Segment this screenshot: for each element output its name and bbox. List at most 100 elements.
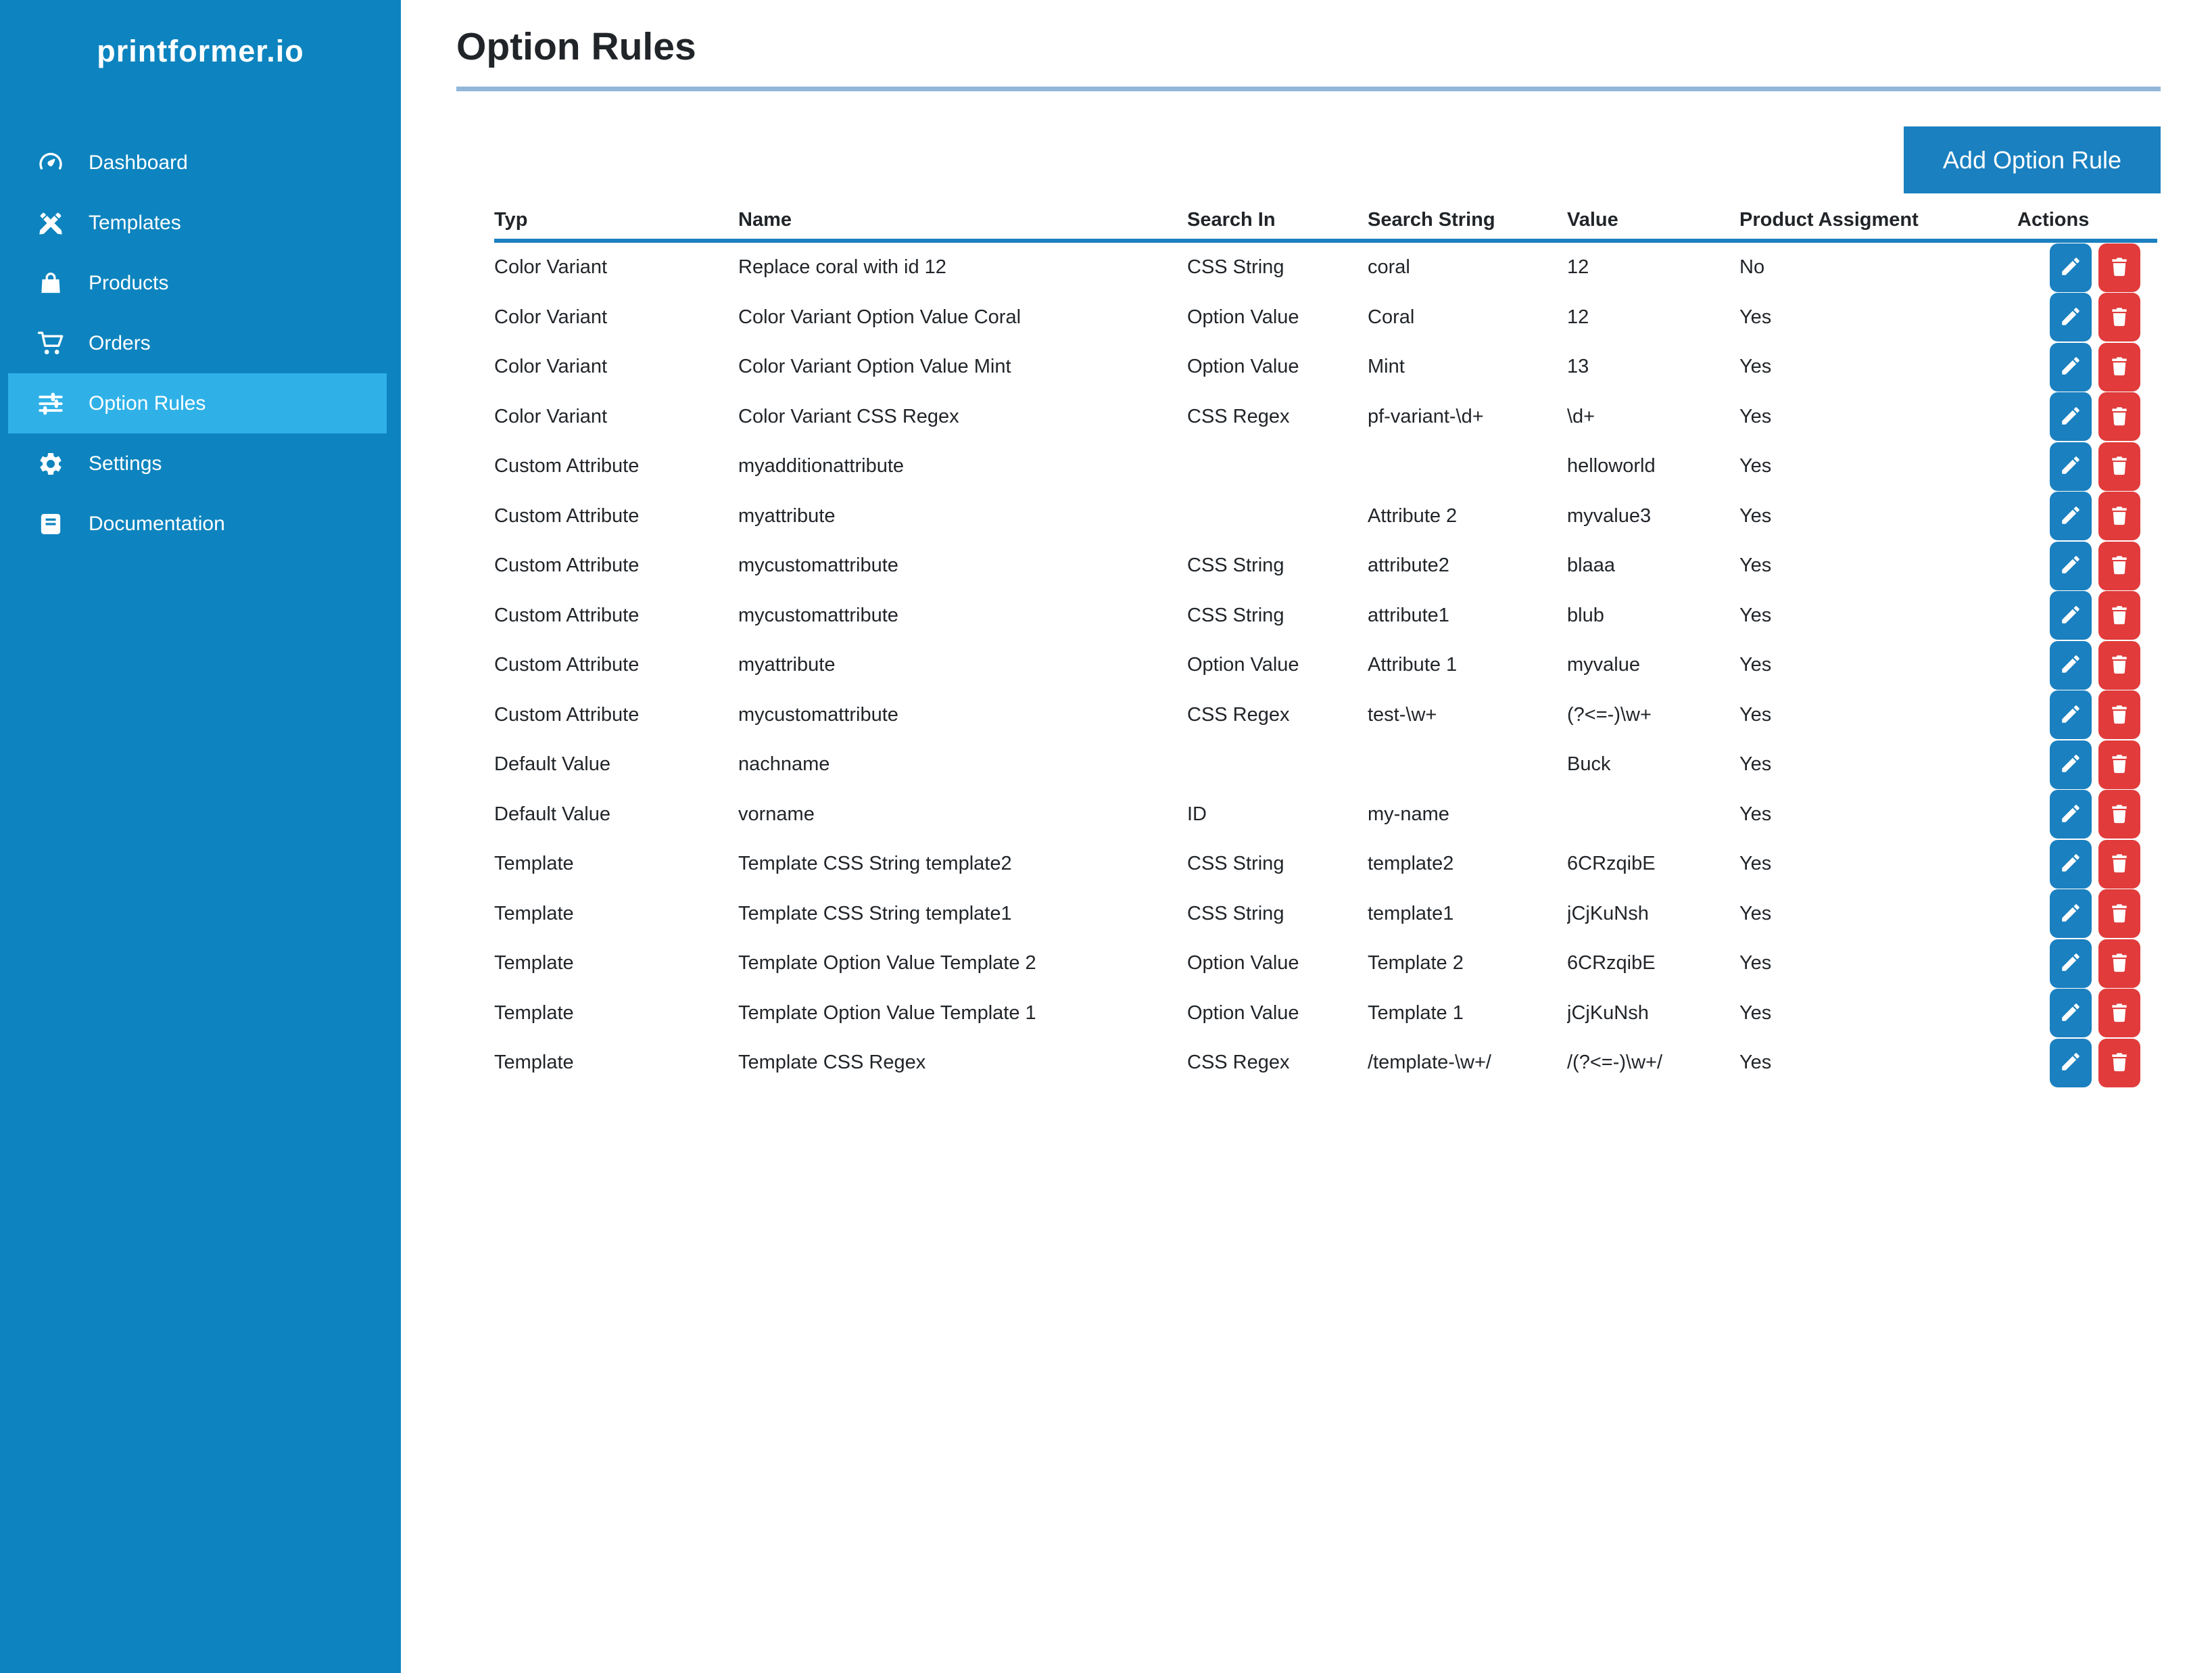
cell-actions <box>2017 1038 2157 1088</box>
row-actions <box>2017 243 2157 292</box>
trash-icon <box>2108 305 2131 330</box>
edit-button[interactable] <box>2050 640 2092 690</box>
table-header-row: Typ Name Search In Search String Value Produc… <box>494 201 2157 243</box>
cell-actions <box>2017 541 2157 591</box>
row-actions <box>2017 392 2157 442</box>
cell-search-in: CSS String <box>1187 256 1284 279</box>
cell-value: 6CRzqibE <box>1567 853 1656 875</box>
delete-button[interactable] <box>2098 740 2140 789</box>
delete-button[interactable] <box>2098 690 2140 740</box>
cell-typ: Custom Attribute <box>494 654 640 676</box>
edit-button[interactable] <box>2050 293 2092 342</box>
edit-button[interactable] <box>2050 342 2092 392</box>
cell-product-assignment: Yes <box>1739 753 1772 776</box>
cell-search-in: Option Value <box>1187 952 1299 974</box>
edit-button[interactable] <box>2050 243 2092 292</box>
cell-value: 13 <box>1567 356 1589 378</box>
edit-button[interactable] <box>2050 740 2092 789</box>
cell-name: Template CSS String template2 <box>738 853 1012 875</box>
edit-button[interactable] <box>2050 690 2092 740</box>
sidebar-item-documentation[interactable]: Documentation <box>8 494 387 554</box>
delete-button[interactable] <box>2098 492 2140 541</box>
cell-name: mycustomattribute <box>738 703 898 726</box>
delete-button[interactable] <box>2098 243 2140 292</box>
cell-actions <box>2017 690 2157 740</box>
delete-button[interactable] <box>2098 591 2140 640</box>
delete-button[interactable] <box>2098 342 2140 392</box>
delete-button[interactable] <box>2098 640 2140 690</box>
delete-button[interactable] <box>2098 541 2140 590</box>
edit-button[interactable] <box>2050 591 2092 640</box>
delete-button[interactable] <box>2098 989 2140 1038</box>
delete-button[interactable] <box>2098 889 2140 939</box>
trash-icon <box>2108 1050 2131 1075</box>
column-header-name: Name <box>738 201 1187 243</box>
pencil-icon <box>2059 1050 2082 1075</box>
sidebar-item-label: Settings <box>89 452 162 475</box>
cell-search-in: Option Value <box>1187 356 1299 378</box>
edit-button[interactable] <box>2050 392 2092 442</box>
delete-button[interactable] <box>2098 392 2140 442</box>
book-icon <box>37 511 64 538</box>
cell-actions <box>2017 989 2157 1039</box>
sidebar-item-dashboard[interactable]: Dashboard <box>8 133 387 193</box>
edit-button[interactable] <box>2050 989 2092 1038</box>
cell-search-in: CSS Regex <box>1187 1052 1290 1074</box>
sidebar-item-label: Orders <box>89 331 151 354</box>
edit-button[interactable] <box>2050 839 2092 889</box>
edit-button[interactable] <box>2050 889 2092 939</box>
trash-icon <box>2108 553 2131 578</box>
delete-button[interactable] <box>2098 442 2140 491</box>
add-option-rule-button[interactable]: Add Option Rule <box>1904 126 2161 193</box>
table-row: Template Template CSS String template2 CSS… <box>494 839 2157 889</box>
edit-button[interactable] <box>2050 492 2092 541</box>
cell-product-assignment: Yes <box>1739 952 1772 974</box>
table-row: Template Template Option Value Template 1… <box>494 989 2157 1039</box>
edit-button[interactable] <box>2050 790 2092 839</box>
cell-value: blaaa <box>1567 555 1615 577</box>
cell-actions <box>2017 241 2157 293</box>
delete-button[interactable] <box>2098 790 2140 839</box>
edit-button[interactable] <box>2050 1038 2092 1087</box>
cell-name: mycustomattribute <box>738 555 898 577</box>
cell-product-assignment: Yes <box>1739 1002 1772 1024</box>
delete-button[interactable] <box>2098 1038 2140 1087</box>
delete-button[interactable] <box>2098 293 2140 342</box>
cell-actions <box>2017 790 2157 840</box>
table-row: Custom Attribute myadditionattribute hello… <box>494 442 2157 492</box>
sidebar-item-settings[interactable]: Settings <box>8 433 387 494</box>
table-row: Custom Attribute mycustomattribute CSS Reg… <box>494 690 2157 740</box>
cell-search-string: test-\w+ <box>1368 703 1437 726</box>
cell-typ: Color Variant <box>494 405 608 427</box>
sidebar-item-products[interactable]: Products <box>8 253 387 313</box>
cell-actions <box>2017 889 2157 939</box>
gauge-icon <box>37 149 64 176</box>
shopping-cart-icon <box>37 330 64 357</box>
cell-name: mycustomattribute <box>738 604 898 626</box>
edit-button[interactable] <box>2050 442 2092 491</box>
cell-value: Buck <box>1567 753 1611 776</box>
cell-product-assignment: Yes <box>1739 504 1772 527</box>
pencil-icon <box>2059 255 2082 280</box>
edit-button[interactable] <box>2050 541 2092 590</box>
cell-search-string: template2 <box>1368 853 1454 875</box>
trash-icon <box>2108 255 2131 280</box>
cell-name: Color Variant Option Value Mint <box>738 356 1011 378</box>
table-row: Template Template CSS Regex CSS Regex/temp… <box>494 1038 2157 1088</box>
column-header-search-in: Search In <box>1187 201 1368 243</box>
delete-button[interactable] <box>2098 939 2140 988</box>
trash-icon <box>2108 404 2131 429</box>
cell-typ: Color Variant <box>494 256 608 279</box>
pencil-icon <box>2059 603 2082 628</box>
cell-search-in <box>1187 492 1368 542</box>
sidebar-item-orders[interactable]: Orders <box>8 313 387 373</box>
cell-product-assignment: Yes <box>1739 555 1772 577</box>
row-actions <box>2017 690 2157 740</box>
delete-button[interactable] <box>2098 839 2140 889</box>
cell-name: nachname <box>738 753 830 776</box>
table-row: Custom Attribute myattribute Attribute 2 my… <box>494 492 2157 542</box>
edit-button[interactable] <box>2050 939 2092 988</box>
sidebar-item-option-rules[interactable]: Option Rules <box>8 373 387 433</box>
sidebar-item-templates[interactable]: Templates <box>8 193 387 253</box>
cell-search-string: coral <box>1368 256 1410 279</box>
